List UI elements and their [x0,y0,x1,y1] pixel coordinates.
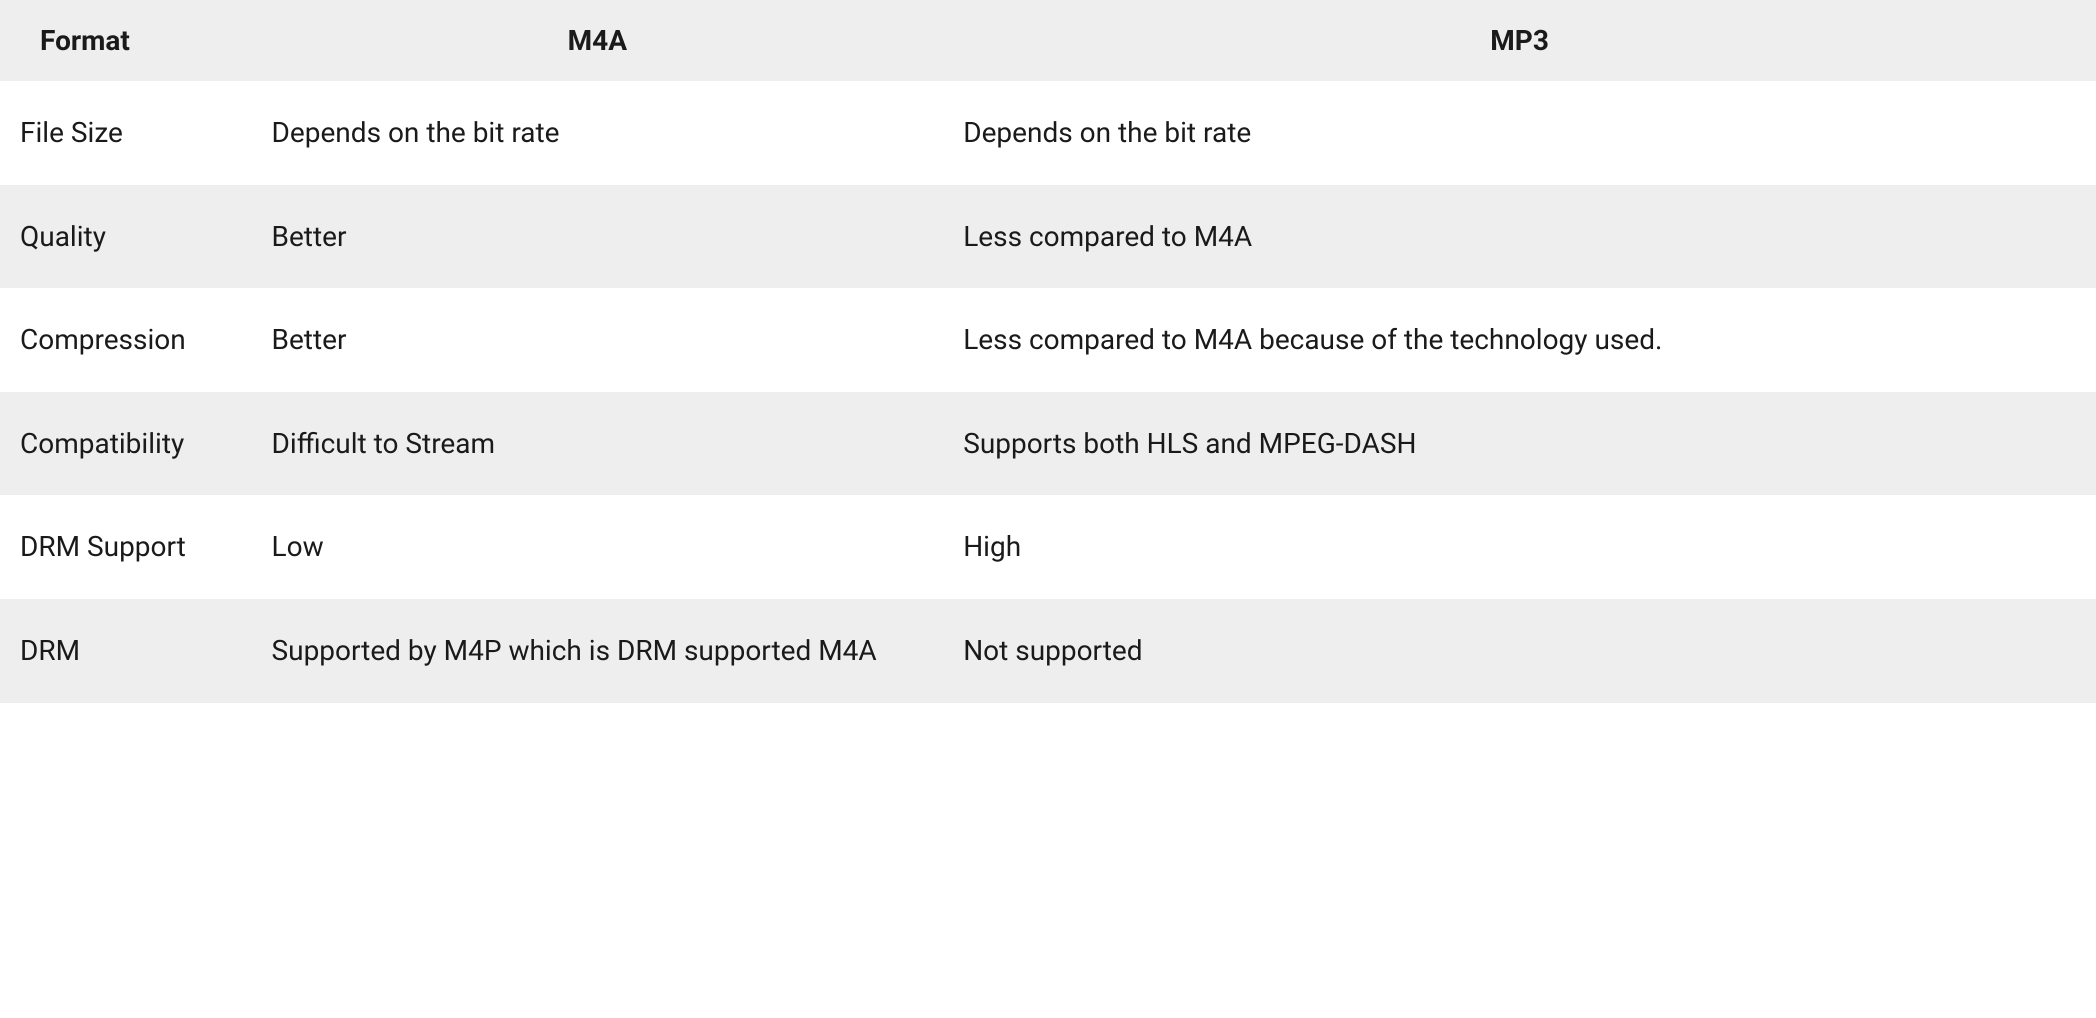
row-label: Compatibility [0,392,252,496]
column-header-m4a: M4A [252,0,944,81]
row-m4a-value: Low [252,495,944,599]
table-row: DRM Support Low High [0,495,2096,599]
table-row: File Size Depends on the bit rate Depend… [0,81,2096,185]
row-m4a-value: Better [252,185,944,289]
column-header-format: Format [0,0,252,81]
row-m4a-value: Depends on the bit rate [252,81,944,185]
row-label: Quality [0,185,252,289]
row-label: Compression [0,288,252,392]
row-m4a-value: Better [252,288,944,392]
row-m4a-value: Difficult to Stream [252,392,944,496]
row-mp3-value: Less compared to M4A [943,185,2096,289]
table-row: DRM Supported by M4P which is DRM suppor… [0,599,2096,703]
table-row: Quality Better Less compared to M4A [0,185,2096,289]
row-mp3-value: Less compared to M4A because of the tech… [943,288,2096,392]
column-header-mp3: MP3 [943,0,2096,81]
table-row: Compatibility Difficult to Stream Suppor… [0,392,2096,496]
row-mp3-value: High [943,495,2096,599]
row-label: DRM [0,599,252,703]
comparison-table: Format M4A MP3 File Size Depends on the … [0,0,2096,703]
row-m4a-value: Supported by M4P which is DRM supported … [252,599,944,703]
row-mp3-value: Not supported [943,599,2096,703]
row-mp3-value: Depends on the bit rate [943,81,2096,185]
table-row: Compression Better Less compared to M4A … [0,288,2096,392]
row-label: File Size [0,81,252,185]
row-mp3-value: Supports both HLS and MPEG-DASH [943,392,2096,496]
row-label: DRM Support [0,495,252,599]
table-header-row: Format M4A MP3 [0,0,2096,81]
